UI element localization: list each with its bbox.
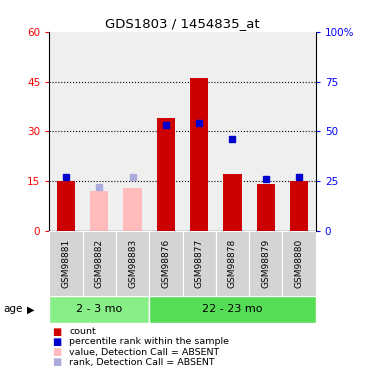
Text: 22 - 23 mo: 22 - 23 mo	[202, 304, 263, 314]
Text: GSM98877: GSM98877	[195, 239, 204, 288]
Text: GSM98876: GSM98876	[161, 239, 170, 288]
Bar	[290, 181, 308, 231]
Text: ■: ■	[52, 347, 61, 357]
Bar	[149, 231, 182, 296]
Text: GSM98878: GSM98878	[228, 239, 237, 288]
Bar	[216, 32, 249, 231]
Bar	[182, 32, 216, 231]
Text: GSM98882: GSM98882	[95, 239, 104, 288]
Bar	[249, 32, 283, 231]
Text: ■: ■	[52, 327, 61, 337]
Bar	[49, 296, 149, 322]
Text: ■: ■	[52, 357, 61, 367]
Bar	[149, 296, 316, 322]
Bar	[123, 188, 142, 231]
Text: GSM98883: GSM98883	[128, 239, 137, 288]
Bar	[57, 181, 75, 231]
Text: ■: ■	[52, 337, 61, 347]
Bar	[249, 231, 283, 296]
Bar	[216, 231, 249, 296]
Bar	[116, 231, 149, 296]
Bar	[283, 231, 316, 296]
Text: GSM98879: GSM98879	[261, 239, 270, 288]
Bar	[149, 32, 182, 231]
Bar	[190, 78, 208, 231]
Bar	[182, 231, 216, 296]
Text: GSM98880: GSM98880	[295, 239, 304, 288]
Text: value, Detection Call = ABSENT: value, Detection Call = ABSENT	[69, 348, 220, 357]
Text: percentile rank within the sample: percentile rank within the sample	[69, 338, 229, 346]
Bar	[90, 191, 108, 231]
Bar	[82, 231, 116, 296]
Bar	[157, 118, 175, 231]
Text: rank, Detection Call = ABSENT: rank, Detection Call = ABSENT	[69, 358, 215, 367]
Text: 2 - 3 mo: 2 - 3 mo	[76, 304, 122, 314]
Bar	[49, 231, 82, 296]
Bar	[82, 32, 116, 231]
Bar	[223, 174, 242, 231]
Bar	[257, 184, 275, 231]
Bar	[49, 32, 82, 231]
Bar	[116, 32, 149, 231]
Text: count: count	[69, 327, 96, 336]
Text: age: age	[4, 304, 23, 314]
Text: ▶: ▶	[27, 304, 35, 314]
Text: GSM98881: GSM98881	[61, 239, 70, 288]
Text: GDS1803 / 1454835_at: GDS1803 / 1454835_at	[105, 17, 260, 30]
Bar	[283, 32, 316, 231]
